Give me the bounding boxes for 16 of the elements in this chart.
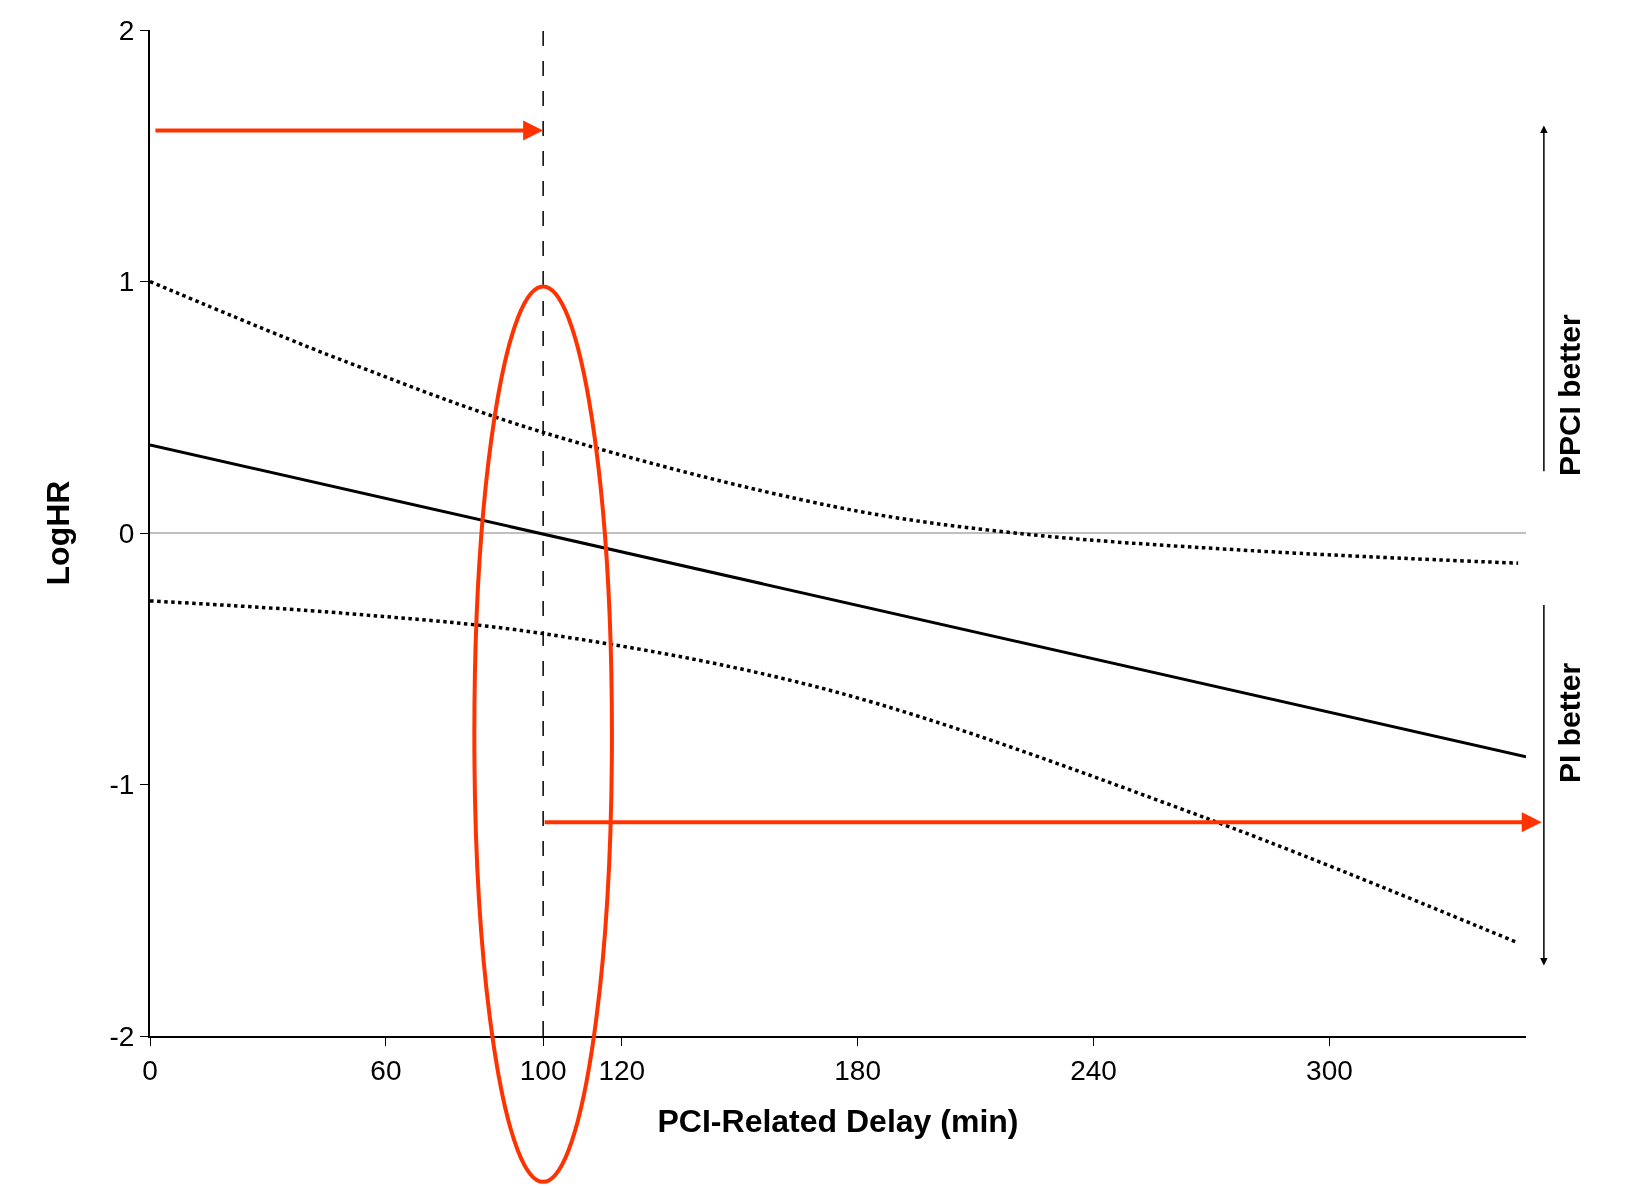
y-axis-title: LogHR <box>40 480 77 586</box>
text: PI better <box>1552 662 1586 783</box>
y-tick-label: -2 <box>109 1020 135 1052</box>
x-tick-label: 120 <box>598 1054 646 1086</box>
text: PPCI better <box>1552 314 1586 477</box>
y-tick-label: -1 <box>109 769 135 801</box>
x-tick-label: 100 <box>519 1054 567 1086</box>
y-tick-label: 1 <box>118 266 135 298</box>
x-tick-label: 180 <box>834 1054 882 1086</box>
y-tick-label: 2 <box>118 14 135 46</box>
x-tick-label: 240 <box>1070 1054 1117 1086</box>
x-tick-label: 60 <box>370 1054 402 1086</box>
y-tick-label: 0 <box>118 517 135 549</box>
x-axis-title: PCI-Related Delay (min) <box>657 1103 1019 1139</box>
x-tick-label: 0 <box>142 1054 158 1086</box>
x-tick-label: 300 <box>1306 1054 1353 1086</box>
